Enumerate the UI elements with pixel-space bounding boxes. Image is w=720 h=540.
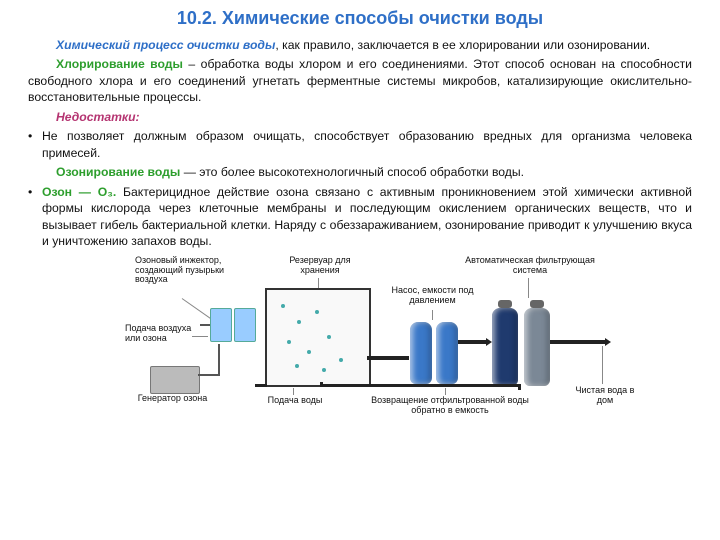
purification-diagram: Озоновый инжектор, создающий пузырьки во… xyxy=(80,256,640,421)
lead-line xyxy=(602,346,603,384)
return-pipe xyxy=(320,384,520,387)
lead-line xyxy=(432,310,433,320)
text: , как правило, заключается в ее хлориров… xyxy=(275,38,650,52)
label-injector: Озоновый инжектор, создающий пузырьки во… xyxy=(135,256,230,286)
return-pipe xyxy=(320,382,323,387)
bubble-dot xyxy=(295,364,299,368)
filter-tank xyxy=(524,308,550,386)
lead-line xyxy=(182,298,214,321)
para-drawbacks-head: Недостатки: xyxy=(28,109,692,125)
pipe xyxy=(218,344,220,376)
pipe xyxy=(200,324,210,326)
text: — это более высокотехнологичный способ о… xyxy=(180,165,524,179)
label-air-in: Подача воздуха или озона xyxy=(125,324,195,344)
label-generator: Генератор озона xyxy=(130,394,215,404)
bubble-dot xyxy=(315,310,319,314)
text: Бактерицидное действие озона связано с а… xyxy=(42,185,692,248)
para-ozone: Озон — O₃. Бактерицидное действие озона … xyxy=(28,184,692,250)
pressure-tank xyxy=(410,322,432,384)
slide-title: 10.2. Химические способы очистки воды xyxy=(28,8,692,29)
pipe xyxy=(255,384,267,387)
term-ozone: Озон — O₃. xyxy=(42,185,116,199)
bubble-dot xyxy=(281,304,285,308)
label-reservoir: Резервуар для хранения xyxy=(270,256,370,276)
para-chlorination: Хлорирование воды – обработка воды хлоро… xyxy=(28,56,692,105)
text: Не позволяет должным образом очищать, сп… xyxy=(42,129,692,159)
bubble-dot xyxy=(339,358,343,362)
label-filter-system: Автоматическая фильтрующая система xyxy=(460,256,600,276)
lead-line xyxy=(192,336,208,337)
para-intro: Химический процесс очистки воды, как пра… xyxy=(28,37,692,53)
valve xyxy=(498,300,512,308)
term-ozonation: Озонирование воды xyxy=(56,165,180,179)
return-pipe xyxy=(518,384,521,390)
slide: 10.2. Химические способы очистки воды Хи… xyxy=(0,0,720,425)
label-return: Возвращение отфильтрованной воды обратно… xyxy=(355,396,545,416)
para-drawback-item: Не позволяет должным образом очищать, сп… xyxy=(28,128,692,161)
lead-line xyxy=(528,278,529,298)
bubble-dot xyxy=(307,350,311,354)
term-chlorination: Хлорирование воды xyxy=(56,57,183,71)
bubble-dot xyxy=(327,335,331,339)
label-water-in: Подача воды xyxy=(255,396,335,406)
label-clean-out: Чистая вода в дом xyxy=(570,386,640,406)
bubble-dot xyxy=(287,340,291,344)
lead-line xyxy=(293,388,294,395)
para-ozonation: Озонирование воды — это более высокотехн… xyxy=(28,164,692,180)
storage-reservoir xyxy=(265,288,371,387)
label-pump: Насос, емкости под давлением xyxy=(390,286,475,306)
term-drawbacks: Недостатки: xyxy=(56,110,140,124)
ozone-generator xyxy=(150,366,200,394)
bubble-dot xyxy=(297,320,301,324)
bubble-dot xyxy=(322,368,326,372)
pressure-tank xyxy=(436,322,458,384)
ozone-injector xyxy=(210,308,232,342)
valve xyxy=(530,300,544,308)
lead-line xyxy=(445,388,446,395)
pipe-arrow xyxy=(458,340,486,344)
term-chem-process: Химический процесс очистки воды xyxy=(56,38,275,52)
filter-tank xyxy=(492,308,518,386)
pipe xyxy=(198,374,218,376)
lead-line xyxy=(318,278,319,288)
pipe-arrow xyxy=(550,340,605,344)
ozone-injector xyxy=(234,308,256,342)
pipe xyxy=(367,356,409,360)
